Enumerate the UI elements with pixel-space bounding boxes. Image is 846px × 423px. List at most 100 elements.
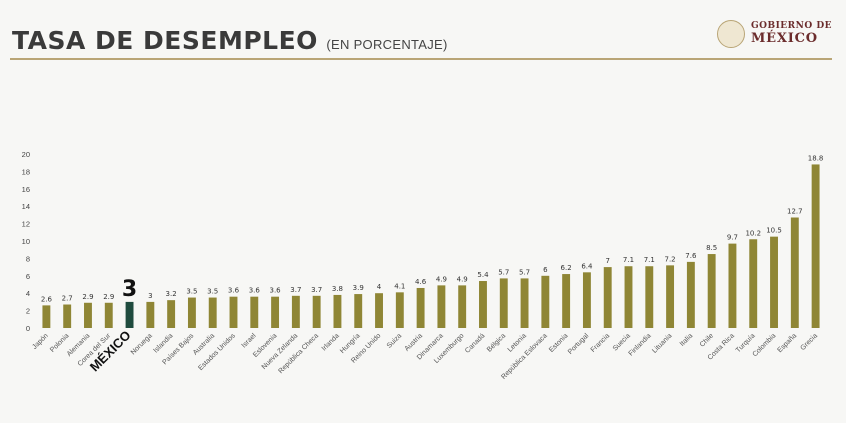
data-label: 3.5: [186, 288, 197, 296]
logo-line-2: MÉXICO: [750, 30, 818, 46]
y-tick-label: 16: [22, 185, 30, 194]
bar: [84, 302, 92, 328]
data-label: 2.9: [103, 293, 114, 301]
category-label: Finlandia: [628, 332, 653, 357]
bar: [811, 164, 820, 328]
bar: [291, 295, 300, 328]
bar: [499, 278, 508, 328]
data-label: 10.2: [745, 229, 761, 237]
bar: [624, 266, 633, 328]
bar: [229, 296, 238, 328]
bar: [582, 272, 591, 328]
data-label: 3.5: [207, 288, 218, 296]
bar: [520, 278, 529, 328]
data-label: 4.1: [394, 282, 405, 290]
data-label: 6.4: [581, 262, 593, 270]
data-label: 6: [543, 266, 548, 274]
bar: [395, 292, 404, 328]
data-label: 3.9: [353, 284, 364, 292]
bar: [42, 305, 51, 328]
bar: [333, 294, 342, 328]
bar: [437, 285, 446, 328]
bar: [645, 266, 654, 328]
unemployment-bar-chart: 024681012141618202.6Japón2.7Polonia2.9Al…: [22, 150, 824, 381]
bar: [666, 265, 675, 328]
category-label: Irlanda: [321, 332, 341, 352]
data-label: 5.7: [498, 268, 509, 276]
bar: [250, 296, 259, 328]
bar: [208, 297, 217, 328]
category-label: Bélgica: [486, 332, 507, 353]
bar: [790, 217, 799, 328]
y-tick-label: 14: [22, 202, 30, 211]
data-label: 12.7: [787, 208, 803, 216]
category-label: Suiza: [386, 332, 403, 349]
title-block: TASA DE DESEMPLEO (EN PORCENTAJE): [12, 26, 448, 55]
bar: [458, 285, 467, 328]
data-label: 4.9: [457, 275, 468, 283]
y-tick-label: 2: [26, 307, 30, 316]
y-tick-label: 4: [26, 289, 30, 298]
data-label: 4: [377, 283, 382, 291]
category-label: Estados Unidos: [197, 332, 237, 372]
bar: [416, 287, 425, 328]
bar: [271, 296, 280, 328]
category-label: España: [776, 332, 798, 354]
logo-line-1: GOBIERNO DE: [750, 21, 832, 32]
bar: [686, 261, 695, 328]
bar: [146, 301, 155, 328]
category-label: Francia: [590, 332, 612, 354]
y-tick-label: 6: [26, 272, 30, 281]
gobierno-logo: GOBIERNO DE MÉXICO: [716, 20, 832, 48]
bar: [770, 236, 778, 328]
data-label: 3.2: [166, 290, 177, 298]
y-tick-label: 0: [26, 324, 30, 333]
data-label: 4.9: [436, 275, 447, 283]
data-label: 2.9: [82, 293, 93, 301]
bar: [479, 281, 487, 328]
data-label: 3.7: [290, 286, 301, 294]
bar: [707, 254, 716, 328]
category-label: Grecia: [799, 332, 819, 352]
bar: [187, 297, 196, 328]
data-label: 6.2: [561, 264, 572, 272]
category-label: Canadá: [464, 332, 486, 354]
data-label: 2.7: [62, 295, 73, 303]
bar: [354, 294, 363, 328]
header-rule: [10, 58, 832, 60]
data-label: 2.6: [41, 295, 53, 303]
page-title: TASA DE DESEMPLEO: [12, 26, 318, 55]
y-tick-label: 12: [22, 220, 30, 229]
category-label: Japón: [31, 332, 50, 351]
category-label: Italia: [679, 332, 694, 347]
data-label: 4.6: [415, 278, 427, 286]
data-label: 3.7: [311, 286, 322, 294]
data-label: 3: [122, 277, 137, 302]
bar: [104, 302, 113, 328]
bar: [375, 293, 383, 328]
data-label: 9.7: [727, 234, 738, 242]
page-subtitle: (EN PORCENTAJE): [326, 37, 448, 52]
bar: [541, 275, 550, 328]
category-label: Lituania: [651, 332, 673, 354]
data-label: 18.8: [808, 154, 824, 162]
data-label: 3.6: [228, 287, 240, 295]
data-label: 3.8: [332, 285, 343, 293]
bar: [603, 267, 612, 328]
bar: [728, 243, 737, 328]
y-tick-label: 10: [22, 237, 30, 246]
data-label: 3.6: [249, 287, 261, 295]
data-label: 7.2: [665, 255, 676, 263]
bar: [312, 295, 321, 328]
y-tick-label: 18: [22, 167, 30, 176]
category-label: Noruega: [130, 332, 154, 356]
data-label: 3.6: [270, 287, 282, 295]
category-label: Suecia: [612, 332, 632, 352]
bar: [749, 239, 758, 328]
bar: [167, 300, 176, 328]
y-tick-label: 8: [26, 254, 30, 263]
data-label: 7: [605, 257, 609, 265]
bar: [562, 274, 571, 328]
data-label: 8.5: [706, 244, 717, 252]
data-label: 10.5: [766, 227, 782, 235]
